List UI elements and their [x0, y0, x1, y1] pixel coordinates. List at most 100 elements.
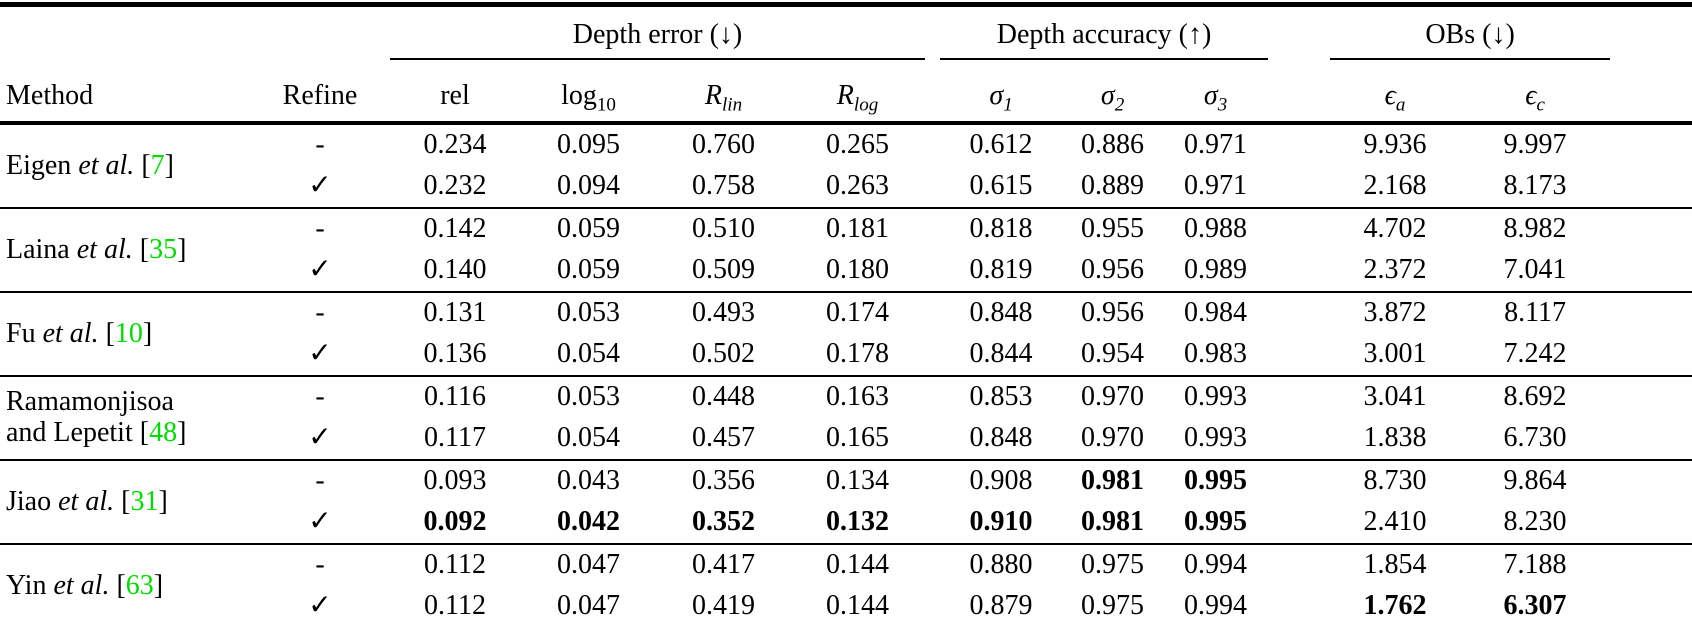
refine-checkmark: ✓: [308, 254, 332, 286]
method-group: Jiao et al. [31] - 0.093 0.043 0.356 0.134 0.9…: [0, 460, 1692, 544]
group-gap: [925, 544, 940, 586]
column-header-row: Method Refine rel log10 Rlin Rlog σ1 σ2 σ3 ϵa ϵc: [0, 59, 1692, 123]
value-cell-r-log: 0.144: [826, 549, 890, 581]
value-cell-eps-a: 1.838: [1363, 422, 1427, 454]
value-cell-eps-a: 8.730: [1363, 465, 1427, 497]
value-cell-rel: 0.093: [423, 465, 487, 497]
end-gap: [1610, 59, 1692, 123]
group-gap: [925, 502, 940, 544]
value-cell-eps-a: 2.372: [1363, 254, 1427, 286]
table-row: Ramamonjisoa and Lepetit [48] - 0.116 0.053 0…: [0, 376, 1692, 448]
value-cell-log10: 0.053: [557, 297, 620, 329]
group-gap: [1268, 376, 1330, 418]
value-cell-r-log: 0.163: [826, 381, 890, 413]
value-cell-eps-c: 8.982: [1503, 213, 1567, 245]
value-cell-sigma1: 0.615: [969, 170, 1033, 202]
group-gap: [1268, 59, 1330, 123]
group-gap: [925, 250, 940, 292]
table-row: Fu et al. [10] - 0.131 0.053 0.493 0.174 0.848…: [0, 292, 1692, 348]
value-cell-r-log: 0.144: [826, 590, 890, 621]
column-header-r-log: Rlog: [836, 80, 879, 116]
value-cell-eps-a: 1.762: [1363, 590, 1427, 621]
value-cell-sigma2: 0.955: [1081, 213, 1145, 245]
value-cell-eps-a: 3.872: [1363, 297, 1427, 329]
value-cell-sigma1: 0.879: [969, 590, 1033, 621]
value-cell-log10: 0.047: [557, 549, 620, 581]
end-gap: [1610, 586, 1692, 621]
column-header-sigma1: σ1: [989, 80, 1013, 116]
value-cell-rel: 0.112: [424, 549, 486, 581]
value-cell-rel: 0.117: [424, 422, 486, 454]
table-row: ✓ 0.117 0.054 0.457 0.165 0.848 0.970 0.993 1.83…: [0, 418, 1692, 460]
refine-checkmark: ✓: [308, 170, 332, 202]
value-cell-sigma2: 0.886: [1081, 129, 1145, 161]
group-gap: [1268, 250, 1330, 292]
end-gap: [1610, 208, 1692, 250]
depth-error-group-label: Depth error (↓): [572, 19, 743, 51]
group-gap: [1268, 460, 1330, 502]
value-cell-sigma3: 0.971: [1184, 170, 1248, 202]
method-name: Yin et al. [63]: [6, 569, 164, 601]
value-cell-sigma3: 0.995: [1184, 506, 1248, 538]
value-cell-eps-a: 9.936: [1363, 129, 1427, 161]
value-cell-sigma3: 0.993: [1184, 381, 1248, 413]
value-cell-r-lin: 0.510: [692, 213, 755, 245]
column-header-rel: rel: [440, 80, 470, 112]
refine-checkmark: ✓: [308, 590, 332, 621]
group-gap: [1268, 208, 1330, 250]
value-cell-eps-a: 3.001: [1363, 338, 1427, 370]
end-gap: [1610, 376, 1692, 418]
refine-dash: -: [315, 381, 325, 413]
value-cell-log10: 0.054: [557, 422, 620, 454]
value-cell-rel: 0.232: [423, 170, 487, 202]
value-cell-r-log: 0.265: [826, 129, 890, 161]
depth-accuracy-group-header: Depth accuracy (↑): [940, 4, 1269, 60]
value-cell-eps-a: 3.041: [1363, 381, 1427, 413]
value-cell-log10: 0.095: [557, 129, 620, 161]
value-cell-log10: 0.059: [557, 254, 620, 286]
value-cell-eps-a: 1.854: [1363, 549, 1427, 581]
column-header-log10: log10: [561, 80, 616, 116]
citation-number: 63: [125, 569, 154, 601]
value-cell-eps-c: 7.188: [1503, 549, 1567, 581]
group-gap: [1268, 123, 1330, 166]
table-row: Eigen et al. [7] - 0.234 0.095 0.760 0.265 0.6…: [0, 123, 1692, 180]
value-cell-rel: 0.234: [423, 129, 487, 161]
value-cell-sigma1: 0.910: [969, 506, 1033, 538]
depth-accuracy-group-label: Depth accuracy (↑): [996, 19, 1212, 51]
method-name: Ramamonjisoa and Lepetit [48]: [6, 386, 187, 448]
value-cell-eps-c: 7.242: [1503, 338, 1567, 370]
end-gap: [1610, 418, 1692, 460]
value-cell-sigma1: 0.908: [969, 465, 1033, 497]
value-cell-r-log: 0.132: [826, 506, 890, 538]
value-cell-rel: 0.136: [423, 338, 487, 370]
value-cell-r-lin: 0.509: [692, 254, 755, 286]
method-name: Eigen et al. [7]: [6, 149, 174, 181]
refine-dash: -: [315, 549, 325, 581]
value-cell-eps-c: 8.230: [1503, 506, 1567, 538]
column-header-eps-c: ϵc: [1525, 80, 1545, 116]
method-group: Laina et al. [35] - 0.142 0.059 0.510 0.181 0.…: [0, 208, 1692, 292]
value-cell-rel: 0.142: [423, 213, 487, 245]
value-cell-eps-c: 7.041: [1503, 254, 1567, 286]
method-name: Jiao et al. [31]: [6, 485, 168, 517]
group-gap: [1268, 502, 1330, 544]
end-gap: [1610, 5, 1692, 60]
refine-dash: -: [315, 213, 325, 245]
obs-group-header: OBs (↓): [1330, 4, 1611, 60]
value-cell-sigma3: 0.989: [1184, 254, 1248, 286]
refine-dash: -: [315, 465, 325, 497]
column-header-sigma3: σ3: [1203, 80, 1228, 116]
refine-checkmark: ✓: [308, 422, 332, 454]
value-cell-r-lin: 0.457: [692, 422, 755, 454]
value-cell-log10: 0.054: [557, 338, 620, 370]
end-gap: [1610, 544, 1692, 586]
value-cell-eps-c: 8.117: [1504, 297, 1567, 329]
value-cell-r-lin: 0.758: [692, 170, 755, 202]
value-cell-r-log: 0.134: [826, 465, 890, 497]
value-cell-log10: 0.042: [557, 506, 620, 538]
value-cell-r-log: 0.181: [826, 213, 890, 245]
value-cell-sigma2: 0.975: [1081, 549, 1145, 581]
